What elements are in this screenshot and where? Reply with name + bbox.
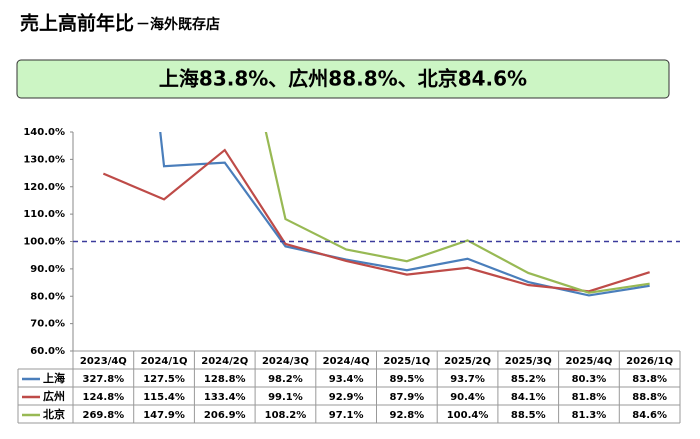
y-tick-label: 70.0% xyxy=(30,319,65,330)
data-label: 327.8% xyxy=(83,374,125,385)
data-label: 93.7% xyxy=(450,374,485,385)
data-label: 93.4% xyxy=(329,374,364,385)
x-tick-label: 2026/1Q xyxy=(626,356,673,367)
data-label: 85.2% xyxy=(511,374,546,385)
data-label: 206.9% xyxy=(204,410,246,421)
chart-title: 売上高前年比 xyxy=(20,12,134,35)
y-tick-label: 100.0% xyxy=(23,237,65,248)
legend-label: 北京 xyxy=(43,407,65,421)
data-label: 88.5% xyxy=(511,410,546,421)
data-label: 133.4% xyxy=(204,392,246,403)
y-tick-label: 140.0% xyxy=(23,127,65,138)
x-tick-label: 2025/4Q xyxy=(565,356,612,367)
data-label: 92.8% xyxy=(389,410,424,421)
data-label: 84.1% xyxy=(511,392,546,403)
y-tick-label: 60.0% xyxy=(30,346,65,357)
data-label: 128.8% xyxy=(204,374,246,385)
y-tick-label: 120.0% xyxy=(23,182,65,193)
x-tick-label: 2024/3Q xyxy=(262,356,309,367)
x-tick-label: 2025/3Q xyxy=(505,356,552,367)
data-label: 87.9% xyxy=(389,392,424,403)
data-label: 147.9% xyxy=(143,410,185,421)
data-label: 100.4% xyxy=(447,410,489,421)
data-label: 124.8% xyxy=(83,392,125,403)
data-label: 92.9% xyxy=(329,392,364,403)
y-tick-label: 130.0% xyxy=(23,154,65,165)
data-label: 81.8% xyxy=(572,392,607,403)
data-label: 108.2% xyxy=(265,410,307,421)
data-label: 269.8% xyxy=(83,410,125,421)
data-label: 88.8% xyxy=(632,392,667,403)
y-tick-label: 90.0% xyxy=(30,264,65,275)
data-label: 97.1% xyxy=(329,410,364,421)
x-tick-label: 2025/2Q xyxy=(444,356,491,367)
x-tick-label: 2025/1Q xyxy=(383,356,430,367)
series-line xyxy=(102,148,650,293)
series-line xyxy=(159,132,650,297)
data-label: 81.3% xyxy=(572,410,607,421)
data-label: 90.4% xyxy=(450,392,485,403)
data-label: 84.6% xyxy=(632,410,667,421)
y-tick-label: 80.0% xyxy=(30,291,65,302)
x-tick-label: 2023/4Q xyxy=(80,356,127,367)
x-tick-label: 2024/1Q xyxy=(141,356,188,367)
x-tick-label: 2024/4Q xyxy=(323,356,370,367)
chart-subtitle: －海外既存店 xyxy=(136,16,220,33)
headline-box xyxy=(16,59,670,99)
data-label: 127.5% xyxy=(143,374,185,385)
series-line xyxy=(264,132,650,294)
data-label: 80.3% xyxy=(572,374,607,385)
data-label: 83.8% xyxy=(632,374,667,385)
data-label: 98.2% xyxy=(268,374,303,385)
plot-area xyxy=(102,132,650,297)
legend-label: 上海 xyxy=(43,371,65,385)
data-label: 115.4% xyxy=(143,392,185,403)
legend-label: 広州 xyxy=(43,389,65,403)
x-tick-label: 2024/2Q xyxy=(201,356,248,367)
data-label: 99.1% xyxy=(268,392,303,403)
headline: 上海83.8%、広州88.8%、北京84.6% xyxy=(159,67,527,91)
y-tick-label: 110.0% xyxy=(23,209,65,220)
data-label: 89.5% xyxy=(389,374,424,385)
